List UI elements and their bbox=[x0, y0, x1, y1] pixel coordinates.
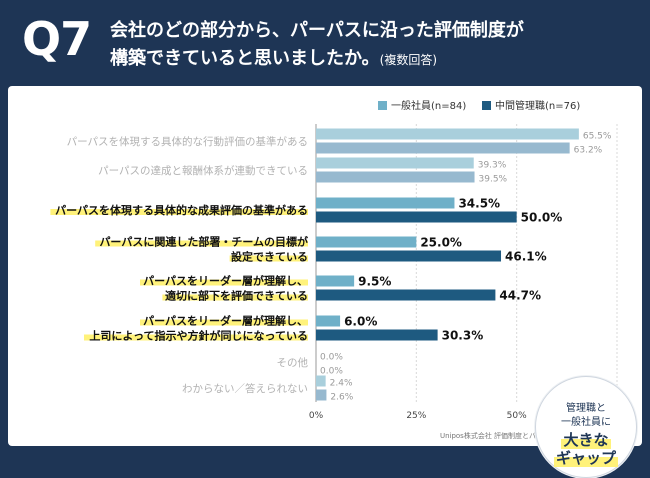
value-label-general-7: 0.0% bbox=[320, 353, 343, 363]
callout-line-3: 大きな bbox=[536, 429, 636, 450]
value-label-general-1: 65.5% bbox=[583, 132, 612, 142]
category-highlight-6-2 bbox=[84, 334, 308, 341]
category-highlight-4-2 bbox=[229, 255, 308, 262]
title-line-1: 会社のどの部分から、パーパスに沿った評価制度が bbox=[110, 20, 524, 41]
x-tick-label-50: 50% bbox=[507, 411, 527, 421]
title-line-2-text: 構築できていると思いましたか。 bbox=[110, 48, 380, 69]
callout-line-2: 一般社員に bbox=[561, 417, 611, 428]
value-label-general-8: 2.4% bbox=[330, 379, 353, 389]
category-label-4-line-2: 設定できている bbox=[231, 250, 308, 264]
category-highlight-4-1 bbox=[95, 240, 308, 247]
bar-chart: 一般社員(n=84)中間管理職(n=76)0%25%50%75%65.5%63.… bbox=[50, 99, 634, 440]
category-highlight-5-1 bbox=[140, 279, 308, 286]
value-label-manager-7: 0.0% bbox=[320, 367, 343, 377]
value-label-general-3: 34.5% bbox=[458, 197, 500, 211]
value-label-manager-6: 30.3% bbox=[442, 329, 484, 343]
value-label-manager-2: 39.5% bbox=[479, 175, 508, 185]
bar-manager-2 bbox=[316, 171, 475, 183]
category-highlight-5-2 bbox=[162, 294, 308, 301]
bar-general-5 bbox=[316, 275, 355, 287]
category-label-7: その他 bbox=[277, 356, 309, 369]
bar-general-6 bbox=[316, 315, 341, 327]
category-label-3: パーパスを体現する具体的な成果評価の基準がある bbox=[55, 203, 308, 217]
category-label-4-line-1: パーパスに関連した部署・チームの目標が bbox=[99, 235, 308, 249]
category-highlight-6-1 bbox=[140, 319, 308, 326]
value-label-general-5: 9.5% bbox=[358, 275, 391, 289]
value-label-manager-4: 46.1% bbox=[505, 250, 547, 264]
bar-general-3 bbox=[316, 197, 455, 209]
x-tick-label-0: 0% bbox=[309, 411, 324, 421]
bar-manager-6 bbox=[316, 329, 438, 341]
x-tick-label-25: 25% bbox=[406, 411, 426, 421]
value-label-manager-8: 2.6% bbox=[330, 393, 353, 403]
value-label-manager-3: 50.0% bbox=[521, 211, 563, 225]
callout-line-1: 管理職と bbox=[566, 403, 606, 414]
category-label-6-line-2: 上司によって指示や方針が同じになっている bbox=[89, 329, 308, 343]
value-label-general-2: 39.3% bbox=[478, 161, 507, 171]
header: Q7 会社のどの部分から、パーパスに沿った評価制度が 構築できていると思いました… bbox=[0, 0, 650, 86]
value-label-general-4: 25.0% bbox=[420, 236, 462, 250]
question-number: Q7 bbox=[22, 12, 92, 66]
category-highlight-3-1 bbox=[50, 209, 309, 215]
callout-line-4: ギャップ bbox=[536, 447, 636, 468]
callout-line-4-text: ギャップ bbox=[553, 449, 618, 467]
legend-swatch-1 bbox=[378, 101, 387, 110]
category-label-2: パーパスの達成と報酬体系が連動できている bbox=[98, 164, 308, 177]
legend-label-1: 一般社員(n=84) bbox=[391, 99, 466, 112]
title-line-2: 構築できていると思いましたか。(複数回答) bbox=[110, 44, 437, 70]
chart-panel: 一般社員(n=84)中間管理職(n=76)0%25%50%75%65.5%63.… bbox=[8, 86, 642, 478]
category-label-5-line-1: パーパスをリーダー層が理解し、 bbox=[143, 274, 308, 288]
bar-general-4 bbox=[316, 236, 417, 248]
category-label-1: パーパスを体現する具体的な行動評価の基準がある bbox=[67, 135, 308, 148]
legend-label-2: 中間管理職(n=76) bbox=[495, 99, 580, 112]
category-label-6-line-1: パーパスをリーダー層が理解し、 bbox=[143, 314, 308, 328]
bar-general-1 bbox=[316, 128, 579, 140]
bar-manager-3 bbox=[316, 211, 517, 223]
callout-line-3-text: 大きな bbox=[561, 431, 611, 449]
value-label-manager-5: 44.7% bbox=[499, 289, 541, 303]
gap-callout: 管理職と 一般社員に 大きな ギャップ bbox=[535, 376, 637, 478]
value-label-manager-1: 63.2% bbox=[574, 146, 603, 156]
bar-general-8 bbox=[316, 375, 326, 387]
legend-swatch-2 bbox=[482, 101, 491, 110]
bar-general-2 bbox=[316, 157, 474, 169]
bar-manager-8 bbox=[316, 389, 327, 401]
category-label-8: わからない／答えられない bbox=[182, 382, 308, 395]
bar-manager-5 bbox=[316, 289, 496, 301]
value-label-general-6: 6.0% bbox=[344, 315, 377, 329]
title-note: (複数回答) bbox=[379, 53, 438, 67]
bar-manager-4 bbox=[316, 250, 502, 262]
bar-manager-1 bbox=[316, 142, 570, 154]
category-label-5-line-2: 適切に部下を評価できている bbox=[165, 289, 308, 303]
